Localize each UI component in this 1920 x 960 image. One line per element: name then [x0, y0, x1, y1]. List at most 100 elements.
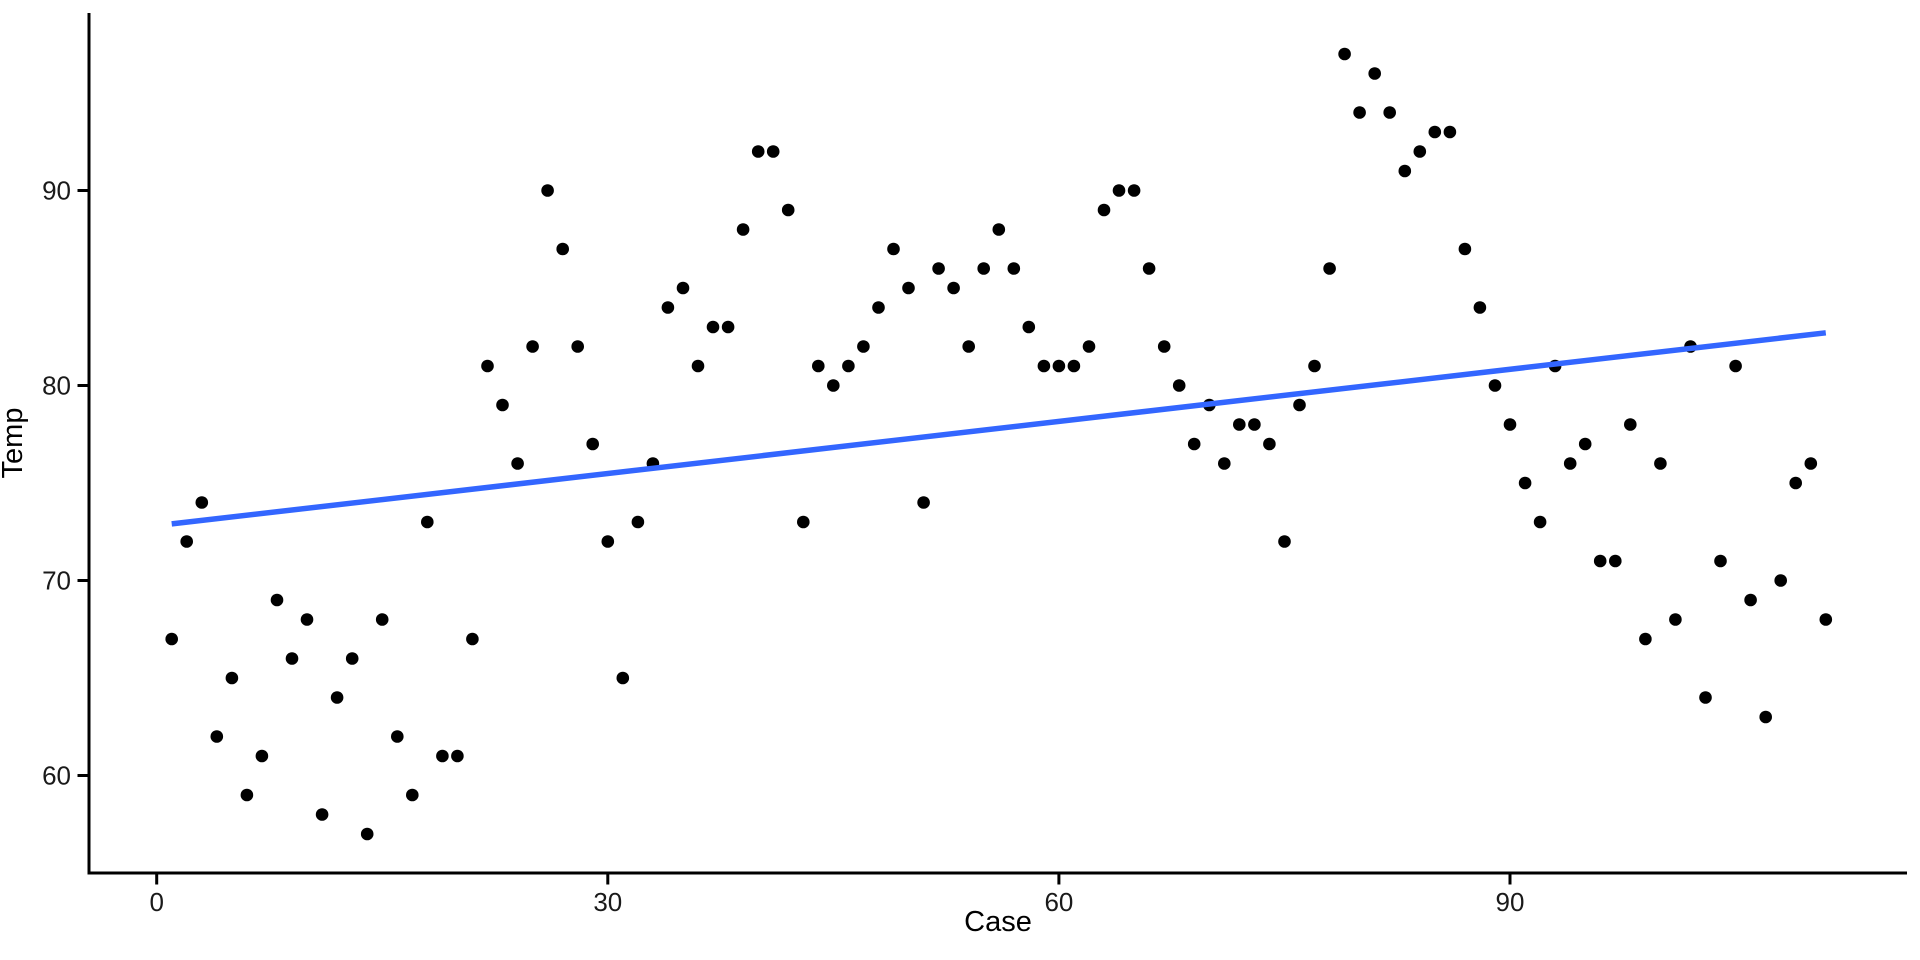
data-point — [872, 301, 885, 314]
data-point — [1218, 457, 1231, 470]
data-point — [1443, 125, 1457, 139]
data-point — [1142, 262, 1156, 275]
data-point — [1654, 457, 1667, 470]
data-point — [391, 730, 404, 743]
data-point — [1413, 145, 1427, 158]
data-point — [977, 262, 990, 275]
data-point — [406, 788, 419, 802]
data-point — [1804, 457, 1818, 470]
data-point — [225, 671, 239, 685]
data-point — [1037, 359, 1051, 373]
data-point — [812, 359, 825, 373]
data-point — [1067, 359, 1081, 373]
data-point — [1383, 106, 1396, 119]
data-point — [827, 379, 840, 392]
data-point — [300, 613, 314, 626]
data-point — [556, 242, 569, 256]
data-point — [285, 652, 299, 665]
data-point — [932, 262, 945, 275]
data-point — [631, 515, 645, 529]
data-point — [1172, 379, 1186, 392]
data-point — [165, 632, 178, 646]
data-point — [360, 827, 374, 841]
data-point — [1759, 710, 1772, 724]
x-axis-title: Case — [964, 906, 1032, 938]
data-point — [1338, 47, 1351, 61]
data-point — [781, 203, 795, 217]
data-point — [842, 359, 855, 373]
data-point — [1353, 106, 1366, 119]
data-point — [1127, 184, 1141, 197]
data-point — [1533, 515, 1547, 529]
y-axis-title: Temp — [0, 407, 29, 479]
x-tick-label: 30 — [593, 887, 622, 917]
data-point — [601, 535, 615, 548]
data-point — [661, 301, 675, 314]
data-point — [195, 496, 209, 509]
regression-line — [171, 330, 1827, 527]
data-point — [481, 359, 494, 373]
data-point — [1248, 418, 1261, 431]
data-point — [1473, 301, 1487, 314]
y-tick-label: 90 — [42, 176, 71, 206]
data-point — [1428, 125, 1442, 139]
data-point — [240, 788, 254, 802]
x-tick-label: 60 — [1044, 887, 1073, 917]
data-point — [751, 145, 765, 158]
data-point — [1699, 691, 1712, 704]
data-point — [691, 359, 705, 373]
data-point — [887, 242, 900, 256]
data-point — [1263, 437, 1276, 451]
data-point — [947, 281, 960, 295]
data-point — [1609, 554, 1622, 568]
data-point — [541, 184, 554, 197]
data-point — [180, 535, 193, 548]
data-point — [436, 749, 449, 763]
data-point — [345, 652, 359, 665]
data-point — [1819, 613, 1833, 626]
y-tick-label: 60 — [42, 761, 71, 791]
data-point — [1293, 398, 1306, 412]
data-point — [962, 340, 975, 353]
data-point — [1157, 340, 1171, 353]
data-point — [255, 749, 269, 763]
data-point — [466, 632, 479, 646]
data-point — [496, 398, 509, 412]
data-point — [315, 808, 329, 821]
data-point — [451, 749, 464, 763]
data-point — [586, 437, 599, 451]
y-tick-label: 80 — [42, 371, 71, 401]
x-tick-label: 0 — [149, 887, 163, 917]
data-point — [797, 515, 810, 529]
data-point — [616, 671, 630, 685]
data-point — [1233, 418, 1246, 431]
data-point — [902, 281, 915, 295]
data-point — [1278, 535, 1291, 548]
data-point — [917, 496, 930, 509]
data-point — [1488, 379, 1502, 392]
data-point — [1398, 164, 1412, 178]
data-point — [1774, 574, 1787, 587]
data-point — [421, 515, 434, 529]
data-point — [857, 340, 870, 353]
data-point — [1518, 476, 1532, 490]
data-point — [1714, 554, 1727, 568]
data-point — [1503, 418, 1517, 431]
data-point — [1082, 340, 1096, 353]
data-point — [1639, 632, 1652, 646]
data-point — [1789, 476, 1802, 490]
data-point — [375, 613, 389, 626]
data-point — [721, 320, 735, 334]
y-tick-label: 70 — [42, 566, 71, 596]
data-point — [330, 691, 344, 704]
data-point — [1624, 418, 1637, 431]
data-point — [1593, 554, 1607, 568]
data-point — [1578, 437, 1592, 451]
data-point — [766, 145, 780, 158]
data-point — [676, 281, 690, 295]
data-point — [1052, 359, 1066, 373]
data-point — [1744, 593, 1757, 607]
data-point — [1563, 457, 1577, 470]
